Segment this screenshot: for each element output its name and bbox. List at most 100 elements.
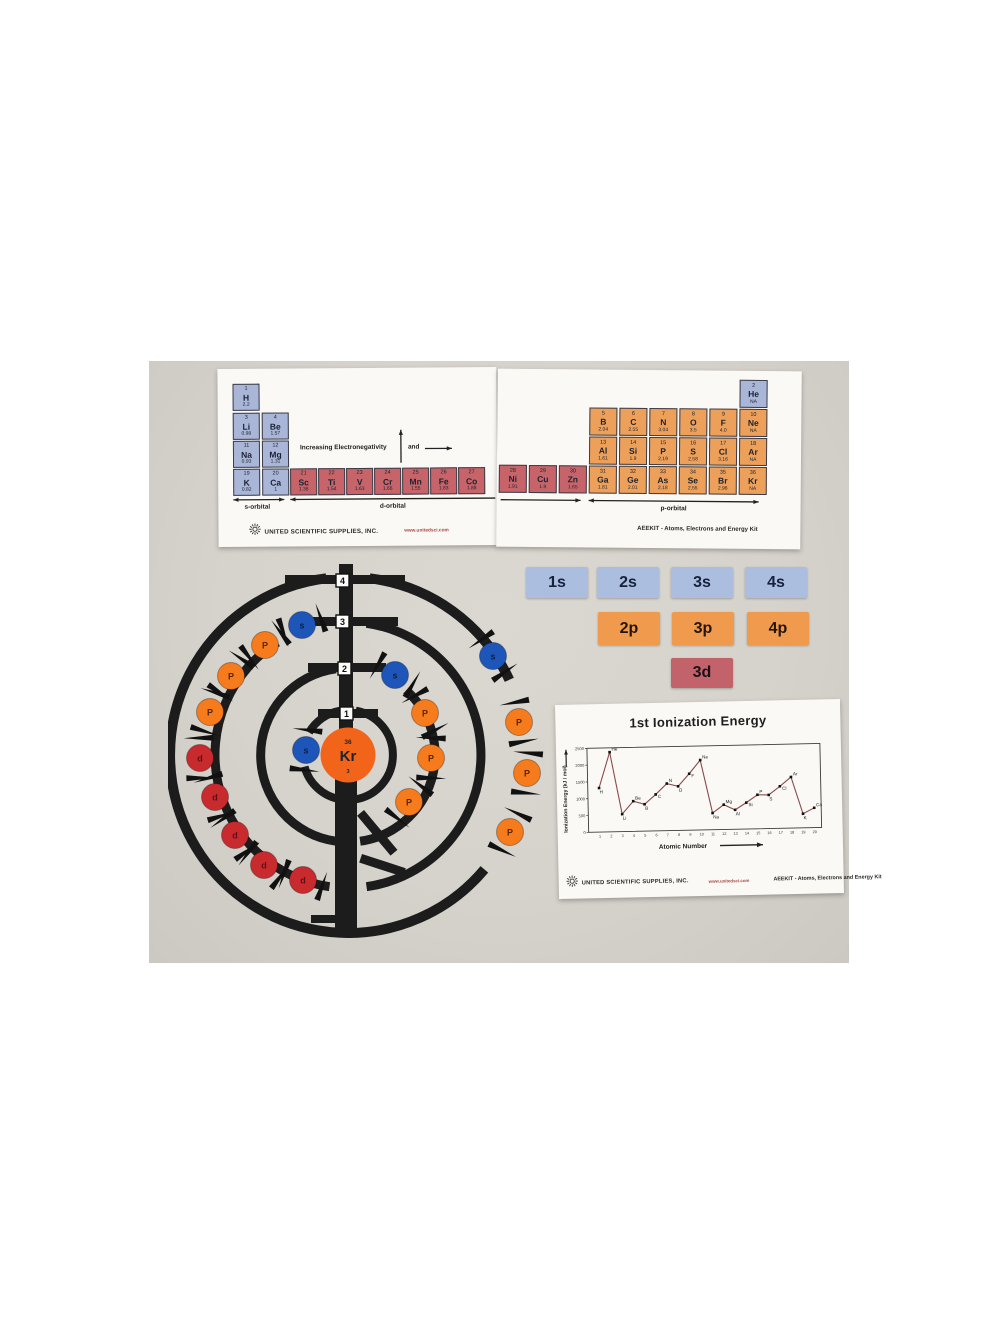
atomic-number: 1 — [244, 385, 248, 392]
svg-text:6: 6 — [655, 833, 657, 837]
element-symbol: Cl — [718, 446, 728, 457]
element-symbol: Mg — [269, 449, 282, 460]
chart-title: 1st Ionization Energy — [629, 712, 767, 731]
element-symbol: Fe — [438, 475, 449, 486]
atomic-number: 23 — [356, 469, 363, 477]
svg-text:500: 500 — [579, 813, 587, 818]
element-cell-Li: 3 Li 0.98 — [232, 412, 260, 440]
sunburst-logo-icon — [566, 875, 578, 887]
atomic-number: 27 — [468, 469, 475, 476]
svg-text:Ionization Energy (kJ / mol): Ionization Energy (kJ / mol) — [562, 765, 569, 833]
electronegativity-value: 1.91 — [507, 483, 518, 490]
electronegativity-value: 1.54 — [326, 486, 337, 493]
ionization-energy-card: 1st Ionization Energy 0 500 1000 1500 2000 25… — [554, 699, 882, 899]
electronegativity-value: 1.57 — [270, 430, 281, 437]
electronegativity-value: 0.82 — [241, 486, 252, 493]
element-cell-Zn: 30 Zn 1.65 — [558, 465, 587, 494]
atomic-number: 19 — [243, 470, 250, 477]
right-card-footer: AEEKIT - Atoms, Electrons and Energy Kit — [606, 526, 788, 534]
element-cell-Ne: 10 Ne NA — [739, 408, 768, 438]
element-symbol: Na — [241, 449, 252, 460]
bohr-atom-model: 4 3 2 1 s s s s P P P P P P P P Pd d d d d 36 Kr 3 — [168, 564, 544, 938]
svg-text:He: He — [611, 747, 617, 752]
company-name: UNITED SCIENTIFIC SUPPLIES, INC. — [581, 878, 689, 887]
electronegativity-value: 1.63 — [354, 485, 365, 493]
svg-text:8: 8 — [678, 833, 680, 837]
electronegativity-value: 1 — [274, 486, 278, 493]
element-symbol: Ne — [747, 417, 759, 428]
atomic-number: 4 — [273, 414, 277, 421]
ionization-card-footer: UNITED SCIENTIFIC SUPPLIES, INC. www.uni… — [566, 868, 882, 893]
electronegativity-value: 2.55 — [687, 484, 698, 491]
element-symbol: P — [660, 446, 666, 457]
atomic-number: 20 — [272, 470, 279, 477]
element-cell-Cr: 24 Cr 1.66 — [374, 467, 402, 495]
element-cell-Be: 4 Be 1.57 — [261, 412, 289, 440]
element-cell-P: 15 P 2.19 — [648, 437, 678, 466]
electronegativity-value: 2.19 — [658, 455, 668, 462]
s-orbital-label: s-orbital — [244, 503, 271, 511]
svg-text:3: 3 — [346, 769, 349, 775]
atomic-number: 25 — [412, 469, 419, 476]
right-table-cells: 2 He NA 5 B 2.04 6 C 2.55 7 N 3.04 8 O 3.5 9 F 4.0 10 Ne NA 1… — [498, 369, 802, 496]
svg-text:H: H — [600, 789, 603, 794]
element-cell-Cu: 29 Cu 1.9 — [528, 464, 557, 494]
element-symbol: Br — [718, 475, 728, 486]
orbital-tile-3d: 3d — [671, 658, 733, 688]
svg-text:S: S — [769, 796, 772, 801]
svg-text:P: P — [507, 828, 513, 838]
element-symbol: As — [657, 475, 669, 486]
element-cell-Kr: 36 Kr NA — [738, 466, 767, 496]
electronegativity-value: 2.55 — [628, 426, 639, 433]
element-cell-Ni: 28 Ni 1.91 — [498, 464, 527, 493]
d-orbital-label: d-orbital — [379, 502, 406, 510]
svg-text:d: d — [232, 831, 238, 841]
svg-text:Mg: Mg — [726, 799, 733, 804]
electronegativity-value: NA — [749, 427, 757, 434]
element-symbol: Ge — [627, 474, 639, 485]
element-symbol: Ti — [327, 476, 336, 487]
electronegativity-value: NA — [749, 398, 758, 405]
svg-text:C: C — [658, 794, 662, 799]
svg-text:0: 0 — [583, 830, 586, 835]
svg-text:P: P — [759, 789, 762, 794]
orbital-tile-2s: 2s — [597, 567, 659, 598]
element-cell-Ge: 32 Ge 2.01 — [618, 465, 647, 494]
electronegativity-value: 3.16 — [718, 456, 728, 463]
element-cell-H: 1 H 2.2 — [232, 383, 260, 411]
svg-text:K: K — [804, 815, 808, 820]
element-cell-Ar: 18 Ar NA — [738, 437, 768, 467]
svg-text:s: s — [303, 746, 308, 756]
element-symbol: O — [689, 417, 697, 428]
atomic-number: 24 — [384, 469, 391, 476]
kit-name-label: AEEKIT - Atoms, Electrons and Energy Kit — [637, 525, 758, 533]
svg-text:Al: Al — [736, 811, 740, 816]
svg-text:d: d — [261, 861, 267, 871]
element-symbol: Li — [242, 421, 251, 432]
svg-text:4: 4 — [340, 576, 345, 586]
element-symbol: Co — [465, 475, 478, 486]
svg-text:36: 36 — [344, 739, 352, 746]
orbital-tile-1s: 1s — [526, 567, 588, 598]
electronegativity-value: 1.66 — [382, 485, 393, 492]
svg-text:3: 3 — [622, 834, 624, 838]
element-symbol: Al — [598, 445, 608, 456]
svg-text:B: B — [645, 806, 648, 811]
orbital-tile-4p: 4p — [747, 612, 809, 645]
element-cell-Al: 13 Al 1.61 — [588, 436, 618, 465]
sunburst-logo-icon — [249, 523, 261, 535]
atomic-number: 12 — [272, 442, 279, 449]
element-symbol: Se — [687, 475, 699, 486]
electronegativity-value: 0.93 — [241, 458, 252, 465]
element-symbol: Mn — [409, 476, 422, 487]
electronegativity-value: 1.55 — [410, 485, 421, 492]
electronegativity-value: 0.98 — [241, 430, 252, 437]
periodic-card-left: 1 H 2.2 3 Li 0.98 4 Be 1.57 11 Na 0.93 12 Mg 1.31 19 K 0.… — [217, 367, 498, 547]
element-symbol: C — [630, 416, 637, 427]
element-symbol: N — [660, 417, 667, 428]
svg-text:2000: 2000 — [575, 763, 585, 768]
electronegativity-value: NA — [749, 456, 757, 463]
element-cell-K: 19 K 0.82 — [233, 468, 261, 496]
element-symbol: Si — [629, 445, 638, 456]
